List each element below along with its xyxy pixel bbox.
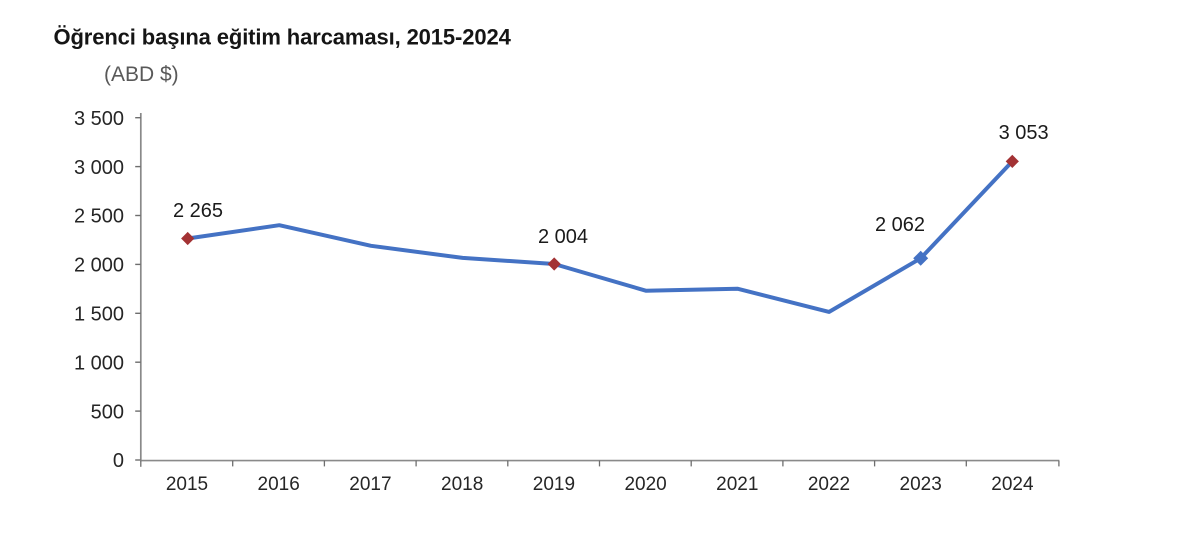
svg-text:2018: 2018 [441, 474, 483, 495]
svg-text:3 000: 3 000 [74, 157, 124, 179]
svg-text:2024: 2024 [991, 474, 1034, 495]
svg-text:2022: 2022 [808, 474, 850, 495]
svg-text:2 265: 2 265 [173, 200, 223, 222]
svg-text:2 500: 2 500 [74, 206, 124, 228]
svg-text:2 062: 2 062 [875, 214, 925, 236]
svg-text:2016: 2016 [258, 474, 300, 495]
svg-text:2021: 2021 [716, 474, 758, 495]
svg-text:1 500: 1 500 [74, 304, 124, 326]
svg-text:2020: 2020 [624, 474, 666, 495]
svg-text:Öğrenci başına eğitim harcamas: Öğrenci başına eğitim harcaması, 2015-20… [54, 25, 512, 50]
svg-text:3 053: 3 053 [999, 122, 1049, 144]
svg-text:0: 0 [113, 450, 124, 472]
svg-text:2017: 2017 [349, 474, 391, 495]
svg-text:2019: 2019 [533, 474, 575, 495]
svg-text:3 500: 3 500 [74, 108, 124, 130]
svg-text:2 000: 2 000 [74, 255, 124, 277]
svg-text:500: 500 [91, 401, 124, 423]
svg-text:1 000: 1 000 [74, 352, 124, 374]
svg-text:(ABD $): (ABD $) [104, 63, 179, 86]
svg-text:2015: 2015 [166, 474, 208, 495]
svg-text:2 004: 2 004 [538, 226, 588, 248]
svg-text:2023: 2023 [900, 474, 942, 495]
